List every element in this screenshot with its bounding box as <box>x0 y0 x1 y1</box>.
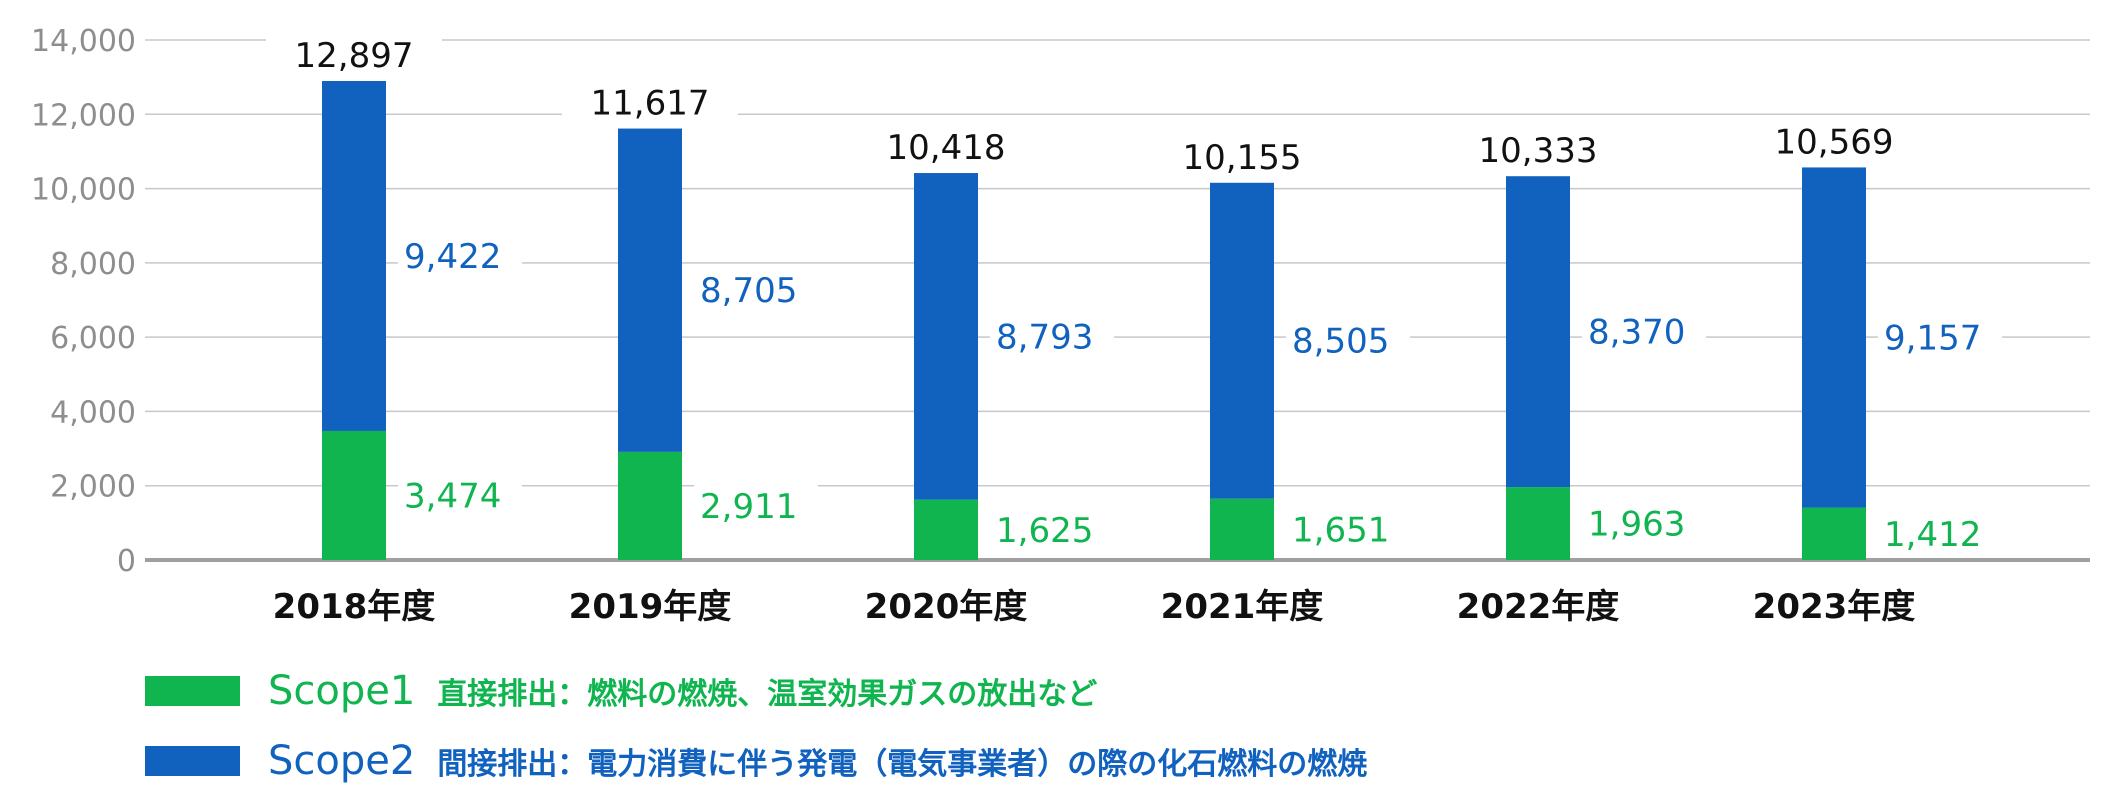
x-category-label: 2020年度 <box>865 587 1028 627</box>
x-category-label: 2018年度 <box>273 587 436 627</box>
scope1-data-label: 1,412 <box>1884 515 1981 555</box>
scope2-label-backing <box>1286 318 1410 363</box>
scope2-label-backing <box>990 314 1114 359</box>
total-label: 12,897 <box>295 36 414 76</box>
total-label-backing <box>1450 128 1626 169</box>
bar-scope1 <box>1802 507 1866 560</box>
bar-scope2 <box>618 128 682 452</box>
total-label: 10,333 <box>1479 131 1598 171</box>
total-label-backing <box>1154 134 1330 175</box>
scope1-label-backing <box>1286 507 1410 552</box>
x-category-label: 2023年度 <box>1753 587 1916 627</box>
scope1-data-label: 3,474 <box>404 476 501 516</box>
total-label: 10,418 <box>887 128 1006 168</box>
scope2-label-backing <box>398 233 522 278</box>
scope1-label-backing <box>990 507 1114 552</box>
scope2-data-label: 8,505 <box>1292 322 1389 362</box>
bar-scope2 <box>1210 182 1274 499</box>
x-category-label: 2019年度 <box>569 587 732 627</box>
bars <box>322 81 1866 560</box>
scope1-label-backing <box>694 483 818 528</box>
bar-scope2 <box>914 173 978 500</box>
scope1-data-label: 1,651 <box>1292 510 1389 550</box>
y-tick-label: 10,000 <box>31 173 136 208</box>
scope1-label-backing <box>1582 501 1706 546</box>
y-tick-label: 8,000 <box>50 247 136 282</box>
scope1-data-label: 2,911 <box>700 487 797 527</box>
scope2-data-label: 9,422 <box>404 237 501 277</box>
y-axis-ticks: 0 2,000 4,000 6,000 8,000 10,000 12,000 14,000 <box>31 24 136 579</box>
legend-item-scope2: Scope2 間接排出：電力消費に伴う発電（電気事業者）の際の化石燃料の燃焼 <box>145 738 1367 784</box>
scope2-data-label: 9,157 <box>1884 318 1981 358</box>
legend-description-scope2: 間接排出：電力消費に伴う発電（電気事業者）の際の化石燃料の燃焼 <box>437 747 1368 782</box>
total-label: 11,617 <box>591 84 710 124</box>
scope1-data-label: 1,963 <box>1588 505 1685 545</box>
legend-swatch-scope1 <box>145 676 240 706</box>
bar-scope1 <box>618 451 682 560</box>
scope1-data-label: 1,625 <box>996 511 1093 551</box>
scope2-data-label: 8,793 <box>996 317 1093 357</box>
bar-scope1 <box>1210 498 1274 560</box>
legend-description-scope1: 直接排出：燃料の燃焼、温室効果ガスの放出など <box>437 677 1098 712</box>
legend-name-scope1: Scope1 <box>268 668 416 714</box>
scope2-label-backing <box>694 268 818 313</box>
y-tick-label: 4,000 <box>50 395 136 430</box>
total-label-backing <box>858 125 1034 166</box>
scope2-data-label: 8,705 <box>700 271 797 311</box>
bar-scope2 <box>1802 167 1866 508</box>
y-tick-label: 12,000 <box>31 98 136 133</box>
data-labels: 12,897 9,422 3,474 11,617 8,705 2,911 10,418 8,… <box>266 33 2002 556</box>
total-label-backing <box>266 33 442 74</box>
bar-scope1 <box>322 430 386 560</box>
y-tick-label: 0 <box>117 544 136 579</box>
scope2-label-backing <box>1878 315 2002 360</box>
scope2-label-backing <box>1582 309 1706 354</box>
bar-scope2 <box>1506 176 1570 488</box>
x-category-label: 2022年度 <box>1457 587 1620 627</box>
scope1-label-backing <box>398 473 522 518</box>
total-label: 10,155 <box>1183 138 1302 178</box>
total-label-backing <box>1746 119 1922 160</box>
y-tick-label: 6,000 <box>50 321 136 356</box>
y-tick-label: 14,000 <box>31 24 136 59</box>
bar-scope1 <box>914 499 978 560</box>
y-tick-label: 2,000 <box>50 470 136 505</box>
legend-swatch-scope2 <box>145 746 240 776</box>
bar-scope2 <box>322 81 386 431</box>
legend-item-scope1: Scope1 直接排出：燃料の燃焼、温室効果ガスの放出など <box>145 668 1097 714</box>
scope2-data-label: 8,370 <box>1588 313 1685 353</box>
x-axis-categories: 2018年度 2019年度 2020年度 2021年度 2022年度 2023年度 <box>273 587 1916 627</box>
legend-name-scope2: Scope2 <box>268 738 416 784</box>
total-label-backing <box>562 80 738 121</box>
bar-scope1 <box>1506 487 1570 560</box>
scope1-label-backing <box>1878 511 2002 556</box>
x-category-label: 2021年度 <box>1161 587 1324 627</box>
total-label: 10,569 <box>1775 122 1894 162</box>
